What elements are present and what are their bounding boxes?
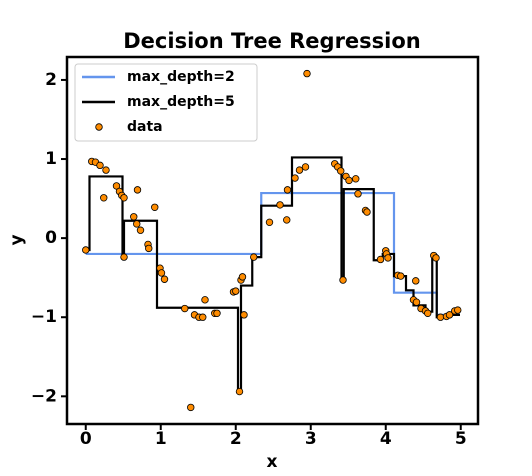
data-point — [301, 163, 310, 171]
data-point — [412, 277, 420, 285]
data-point — [250, 253, 258, 261]
x-axis-label: x — [267, 452, 278, 472]
data-point — [436, 313, 445, 321]
data-point — [112, 182, 121, 190]
legend-box — [74, 63, 258, 142]
data-point — [133, 186, 142, 194]
plot-frame — [65, 55, 480, 426]
data-point — [412, 298, 421, 306]
data-point — [291, 174, 299, 182]
y-tick-label: 0 — [45, 228, 57, 248]
data-point — [339, 276, 347, 284]
data-point — [96, 161, 104, 170]
data-point — [432, 254, 440, 262]
data-point — [181, 304, 189, 313]
data-point — [376, 255, 385, 264]
data-point — [337, 167, 345, 175]
data-point — [352, 175, 360, 183]
data-point — [235, 387, 244, 396]
y-axis-label: y — [7, 234, 27, 245]
data-point — [136, 226, 145, 234]
legend-label: max_depth=2 — [127, 69, 235, 85]
data-point — [240, 311, 248, 319]
data-point — [283, 216, 291, 224]
data-point — [445, 311, 454, 319]
data-point — [201, 296, 209, 304]
x-tick-label: 2 — [230, 429, 242, 449]
data-point — [303, 69, 311, 78]
data-point — [345, 176, 353, 185]
data-point — [232, 287, 240, 295]
data-point — [151, 203, 159, 211]
x-tick-label: 1 — [155, 429, 167, 449]
data-point — [102, 166, 110, 174]
data-point — [283, 186, 292, 194]
data-point — [213, 309, 221, 317]
data-point — [130, 213, 138, 221]
legend-label: data — [127, 119, 163, 135]
x-tick-label: 3 — [305, 429, 317, 449]
legend-label: max_depth=5 — [127, 94, 235, 110]
chart-title: Decision Tree Regression — [123, 29, 421, 53]
data-point — [160, 275, 169, 283]
y-tick-label: 2 — [45, 70, 57, 90]
data-point — [397, 272, 405, 280]
data-point — [133, 220, 141, 228]
data-point — [238, 273, 247, 281]
y-tick-label: 1 — [45, 149, 57, 169]
line-series — [85, 191, 460, 316]
data-point — [82, 246, 90, 254]
data-point — [145, 244, 153, 253]
x-tick-label: 5 — [455, 429, 467, 449]
y-tick-label: −2 — [31, 386, 57, 406]
data-point — [295, 166, 304, 174]
legend-marker — [95, 123, 103, 131]
data-point — [363, 208, 371, 216]
data-point — [120, 194, 128, 202]
data-point — [265, 218, 274, 227]
data-point — [120, 253, 128, 261]
data-point — [100, 194, 108, 202]
data-point — [384, 254, 392, 262]
x-tick-label: 4 — [380, 429, 392, 449]
data-point — [454, 306, 462, 314]
data-point — [424, 309, 432, 317]
y-tick-label: −1 — [31, 307, 57, 327]
data-point — [199, 313, 207, 321]
data-point — [276, 201, 284, 209]
data-point — [187, 403, 195, 412]
data-point — [157, 269, 166, 277]
x-tick-label: 0 — [80, 429, 92, 449]
data-point — [354, 190, 362, 198]
